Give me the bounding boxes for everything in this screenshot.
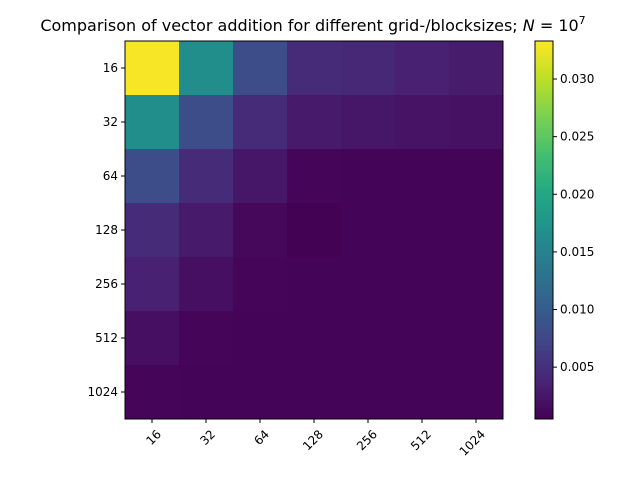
- y-axis: 16 32 64 128 256 512 1024: [87, 61, 125, 399]
- heatmap-cell: [287, 41, 342, 96]
- heatmap-cell: [125, 257, 180, 312]
- heatmap-cell: [449, 365, 504, 420]
- y-tick-label: 1024: [87, 385, 118, 399]
- y-tick-label: 64: [103, 169, 118, 183]
- heatmap-cell: [341, 203, 396, 258]
- heatmap-cell: [395, 311, 450, 366]
- heatmap-cell: [287, 149, 342, 204]
- y-tick-label: 256: [95, 277, 118, 291]
- colorbar-tick-label: 0.005: [560, 360, 594, 374]
- heatmap-cell: [287, 203, 342, 258]
- heatmap-cell: [233, 257, 288, 312]
- colorbar: [535, 41, 553, 419]
- y-tick-label: 16: [103, 61, 118, 75]
- heatmap-cell: [395, 41, 450, 96]
- heatmap-cell: [341, 95, 396, 150]
- y-tick-label: 128: [95, 223, 118, 237]
- heatmap-cell: [179, 149, 234, 204]
- heatmap-cell: [233, 41, 288, 96]
- heatmap-cell: [179, 365, 234, 420]
- heatmap-cell: [287, 95, 342, 150]
- heatmap-cell: [233, 365, 288, 420]
- colorbar-tick-label: 0.030: [560, 72, 594, 86]
- heatmap-cell: [395, 365, 450, 420]
- heatmap-cell: [233, 311, 288, 366]
- heatmap-cell: [449, 41, 504, 96]
- heatmap-cell: [125, 149, 180, 204]
- heatmap-cell: [449, 257, 504, 312]
- heatmap-cell: [179, 203, 234, 258]
- heatmap-cell: [179, 95, 234, 150]
- colorbar-tick-label: 0.015: [560, 245, 594, 259]
- heatmap-cell: [179, 257, 234, 312]
- heatmap-cell: [233, 149, 288, 204]
- heatmap-cell: [395, 149, 450, 204]
- heatmap-cell: [125, 203, 180, 258]
- heatmap-cell: [179, 311, 234, 366]
- colorbar-tick-label: 0.010: [560, 303, 594, 317]
- heatmap-cell: [449, 149, 504, 204]
- heatmap-cell: [233, 203, 288, 258]
- colorbar-frame: [534, 40, 554, 420]
- heatmap-cell: [233, 95, 288, 150]
- heatmap-cell: [179, 41, 234, 96]
- heatmap-cell: [449, 203, 504, 258]
- title-equals: = 10: [535, 16, 579, 35]
- heatmap-cell: [341, 365, 396, 420]
- colorbar-tick-label: 0.020: [560, 187, 594, 201]
- heatmap-cells: [125, 41, 504, 420]
- title-text: Comparison of vector addition for differ…: [40, 16, 522, 35]
- heatmap-cell: [395, 257, 450, 312]
- colorbar-axis: 0.005 0.010 0.015 0.020 0.025 0.030: [553, 72, 594, 374]
- heatmap-cell: [395, 95, 450, 150]
- heatmap-cell: [341, 257, 396, 312]
- heatmap-cell: [341, 149, 396, 204]
- heatmap-cell: [125, 365, 180, 420]
- heatmap-cell: [287, 365, 342, 420]
- heatmap-cell: [125, 95, 180, 150]
- heatmap-cell: [287, 257, 342, 312]
- title-symbol: N: [523, 16, 535, 35]
- heatmap-cell: [341, 41, 396, 96]
- title-exponent: 7: [579, 14, 586, 27]
- heatmap-cell: [125, 41, 180, 96]
- heatmap-cell: [287, 311, 342, 366]
- y-tick-label: 32: [103, 115, 118, 129]
- heatmap-cell: [125, 311, 180, 366]
- y-tick-label: 512: [95, 331, 118, 345]
- colorbar-tick-label: 0.025: [560, 130, 594, 144]
- chart-title: Comparison of vector addition for differ…: [40, 14, 585, 35]
- heatmap-cell: [449, 95, 504, 150]
- heatmap-cell: [341, 311, 396, 366]
- heatmap-cell: [395, 203, 450, 258]
- heatmap-cell: [449, 311, 504, 366]
